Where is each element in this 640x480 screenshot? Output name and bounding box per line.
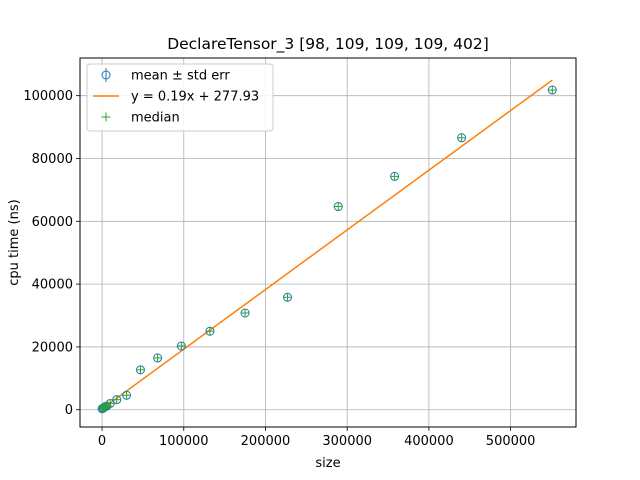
x-tick-label: 100000 — [159, 434, 209, 449]
median-marker — [105, 398, 115, 408]
legend-label: y = 0.19x + 277.93 — [131, 90, 259, 105]
chart-title: DeclareTensor_3 [98, 109, 109, 109, 402] — [167, 35, 489, 54]
x-tick-label: 500000 — [486, 434, 536, 449]
legend: mean ± std err y = 0.19x + 277.93 median — [86, 63, 274, 132]
fit-line — [101, 79, 553, 410]
median-marker — [153, 353, 163, 363]
median-marker — [240, 308, 250, 318]
median-marker — [98, 403, 108, 413]
y-tick-label: 60000 — [32, 215, 73, 230]
median-marker — [135, 365, 145, 375]
y-tick-label: 80000 — [32, 152, 73, 167]
axis-ticks: 0 100000 200000 300000 400000 500000 0 20000 400… — [23, 89, 535, 449]
legend-box — [86, 63, 274, 132]
y-tick-label: 40000 — [32, 278, 73, 293]
fit-line-layer — [101, 79, 553, 410]
median-marker — [390, 171, 400, 181]
y-axis-label: cpu time (ns) — [7, 199, 22, 285]
median-marker — [176, 341, 186, 351]
median-marker — [205, 326, 215, 336]
plot-frame — [79, 57, 577, 428]
y-tick-label: 100000 — [23, 89, 73, 104]
y-tick-label: 20000 — [32, 340, 73, 355]
legend-circle-icon — [101, 70, 111, 80]
x-tick-label: 300000 — [322, 434, 372, 449]
legend-item: y = 0.19x + 277.93 — [93, 90, 259, 105]
median-marker — [283, 292, 293, 302]
y-tick-label: 0 — [65, 403, 73, 418]
median-marker — [100, 402, 110, 412]
legend-item: median — [101, 111, 180, 126]
data-points-layer — [97, 85, 557, 414]
legend-label: median — [131, 111, 180, 126]
median-marker — [333, 202, 343, 212]
median-marker — [112, 395, 122, 405]
median-marker — [122, 390, 132, 400]
median-marker — [547, 85, 557, 95]
x-axis-label: size — [315, 456, 340, 471]
x-tick-label: 400000 — [404, 434, 454, 449]
legend-item: mean ± std err — [101, 68, 230, 84]
x-tick-label: 0 — [98, 434, 106, 449]
x-tick-label: 200000 — [241, 434, 291, 449]
legend-label: mean ± std err — [131, 69, 230, 84]
median-marker — [457, 133, 467, 143]
